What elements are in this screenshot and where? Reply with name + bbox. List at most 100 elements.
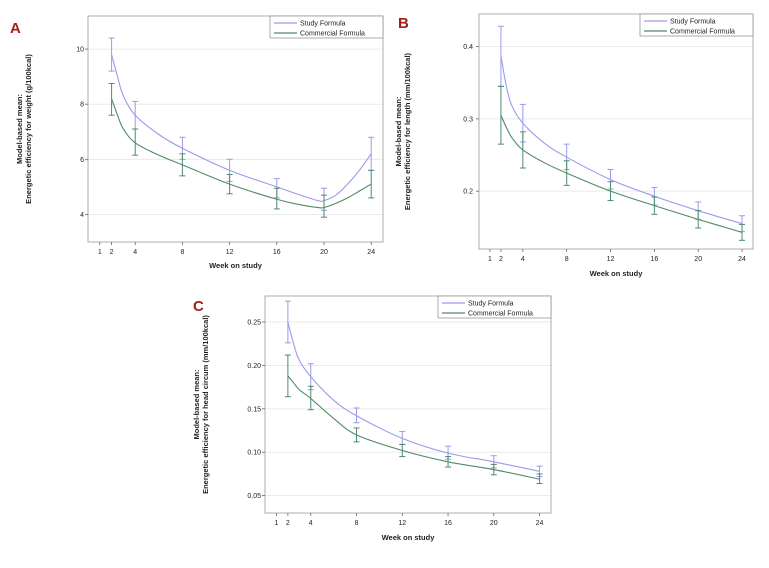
error-bar <box>563 160 570 186</box>
x-tick-label: 8 <box>180 249 184 256</box>
panel-letter: A <box>10 20 21 37</box>
error-bar <box>179 153 186 177</box>
legend: Study Formula Commercial Formula <box>269 15 384 39</box>
series-line <box>111 98 372 209</box>
x-tick-label: 24 <box>367 249 375 256</box>
error-bar <box>497 85 504 145</box>
series-line <box>287 321 540 472</box>
error-bar <box>497 25 504 87</box>
y-tick-label: 10 <box>76 47 84 54</box>
error-bar <box>284 300 291 344</box>
x-tick-label: 4 <box>133 249 137 256</box>
y-tick-label: 4 <box>80 212 84 219</box>
legend-box <box>269 15 384 39</box>
x-tick-label: 20 <box>320 249 328 256</box>
series-line <box>500 55 743 225</box>
y-tick-label: 0.3 <box>463 116 473 123</box>
error-bar <box>353 427 360 443</box>
x-tick-label: 2 <box>110 249 114 256</box>
legend: Study Formula Commercial Formula <box>639 13 754 37</box>
legend-label: Study Formula <box>300 21 346 28</box>
y-axis-title: Model-based mean: <box>192 369 201 439</box>
x-tick-label: 20 <box>694 256 702 263</box>
series-line <box>111 54 372 202</box>
y-axis-title: Energetic efficiency for length (mm/100k… <box>403 52 412 210</box>
x-tick-label: 4 <box>521 256 525 263</box>
y-axis-title: Model-based mean: <box>15 94 24 164</box>
error-bar <box>108 37 115 72</box>
x-tick-label: 8 <box>565 256 569 263</box>
x-tick-label: 8 <box>355 520 359 527</box>
legend-box <box>437 295 552 319</box>
error-bar <box>445 456 452 468</box>
legend: Study Formula Commercial Formula <box>437 295 552 319</box>
x-tick-label: 12 <box>226 249 234 256</box>
x-tick-label: 16 <box>273 249 281 256</box>
x-tick-label: 2 <box>499 256 503 263</box>
error-bar <box>368 169 375 199</box>
series-line <box>287 375 540 480</box>
error-bar <box>739 223 746 241</box>
legend-label: Study Formula <box>670 19 716 26</box>
y-tick-label: 0.15 <box>247 406 261 413</box>
error-bar <box>607 181 614 202</box>
x-tick-label: 1 <box>98 249 102 256</box>
x-tick-label: 12 <box>607 256 615 263</box>
y-tick-label: 0.25 <box>247 320 261 327</box>
error-bar <box>695 210 702 229</box>
x-tick-label: 1 <box>488 256 492 263</box>
series-line <box>500 115 743 233</box>
error-bar <box>226 173 233 195</box>
x-tick-label: 20 <box>490 520 498 527</box>
y-axis-title: Energetic efficiency for head circum (mm… <box>201 315 210 494</box>
x-tick-label: 2 <box>286 520 290 527</box>
error-bar <box>519 131 526 169</box>
y-tick-label: 0.2 <box>463 189 473 196</box>
plot-frame <box>264 295 552 514</box>
plot-frame <box>87 15 384 243</box>
y-tick-label: 0.4 <box>463 44 473 51</box>
x-tick-label: 16 <box>650 256 658 263</box>
y-tick-label: 0.10 <box>247 450 261 457</box>
y-tick-label: 0.05 <box>247 493 261 500</box>
legend-box <box>639 13 754 37</box>
error-bar <box>536 473 543 484</box>
error-bar <box>284 354 291 398</box>
error-bar <box>399 443 406 458</box>
x-tick-label: 12 <box>398 520 406 527</box>
plot-frame <box>478 13 754 250</box>
error-bar <box>307 385 314 411</box>
error-bar <box>368 136 375 171</box>
error-bar <box>321 194 327 218</box>
error-bar <box>273 187 280 210</box>
error-bar <box>132 100 139 130</box>
panel-letter: C <box>193 298 204 315</box>
y-axis-title: Energetic efficiency for weight (g/100kc… <box>24 54 33 204</box>
legend-label: Commercial Formula <box>468 311 533 318</box>
panel-letter: B <box>398 15 409 32</box>
y-tick-label: 6 <box>80 157 84 164</box>
error-bar <box>651 196 658 215</box>
x-tick-label: 24 <box>536 520 544 527</box>
error-bar <box>353 407 360 424</box>
x-axis-title: Week on study <box>590 269 644 278</box>
legend-label: Commercial Formula <box>300 31 365 38</box>
y-axis-title: Model-based mean: <box>394 96 403 166</box>
x-axis-title: Week on study <box>382 533 436 542</box>
legend-label: Study Formula <box>468 301 514 308</box>
legend-label: Commercial Formula <box>670 29 735 36</box>
y-tick-label: 0.20 <box>247 363 261 370</box>
x-tick-label: 4 <box>309 520 313 527</box>
error-bar <box>108 83 115 116</box>
x-axis-title: Week on study <box>209 261 263 270</box>
error-bar <box>490 463 497 476</box>
x-tick-label: 24 <box>738 256 746 263</box>
error-bar <box>132 128 139 156</box>
x-tick-label: 16 <box>444 520 452 527</box>
x-tick-label: 1 <box>274 520 278 527</box>
y-tick-label: 8 <box>80 102 84 109</box>
